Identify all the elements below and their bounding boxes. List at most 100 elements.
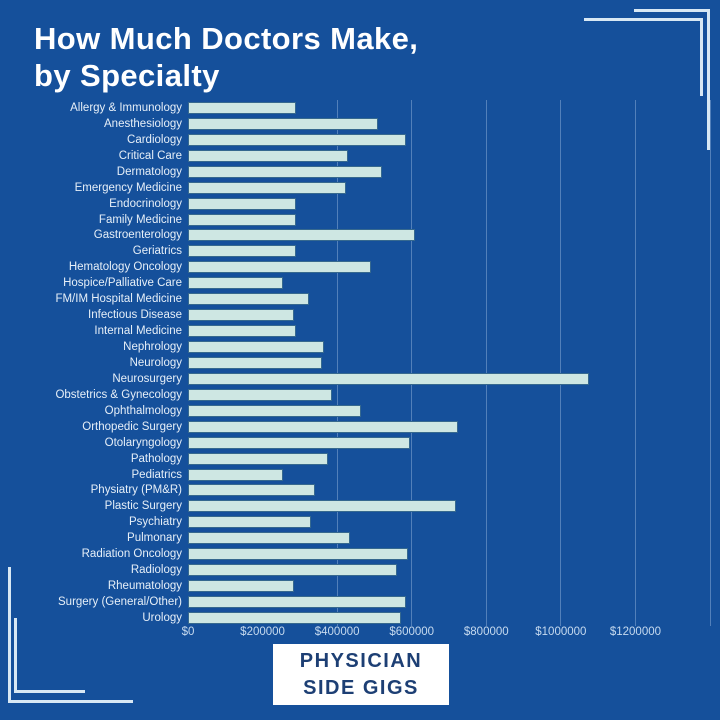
bar: [188, 325, 297, 338]
x-tick-label: $600000: [389, 626, 435, 638]
bar-row: Internal Medicine: [0, 323, 720, 339]
bar: [188, 341, 325, 354]
category-label: Pediatrics: [131, 468, 183, 481]
category-label: Endocrinology: [109, 197, 182, 210]
bar: [188, 261, 371, 274]
corner-line: [700, 18, 703, 96]
category-label: Neurology: [129, 356, 182, 369]
bar: [188, 372, 589, 385]
bar-row: Hematology Oncology: [0, 259, 720, 275]
bar-row: Neurology: [0, 355, 720, 371]
category-label: Cardiology: [127, 133, 182, 146]
bar: [188, 229, 416, 242]
bar-row: Radiation Oncology: [0, 546, 720, 562]
x-axis: $0 $200000 $400000 $600000 $800000 $1000000 $1…: [0, 626, 720, 642]
bar: [188, 580, 295, 593]
category-label: Radiation Oncology: [81, 548, 182, 561]
bar: [188, 468, 284, 481]
x-tick-label: $1200000: [609, 626, 662, 638]
x-tick-label: $1000000: [535, 626, 587, 638]
bar-row: Pediatrics: [0, 467, 720, 483]
bar: [188, 293, 310, 306]
bar-row: Geriatrics: [0, 243, 720, 259]
bar: [188, 500, 457, 513]
bar-row: Infectious Disease: [0, 307, 720, 323]
bar: [188, 213, 297, 226]
gridline: [709, 100, 711, 626]
bar: [188, 388, 332, 401]
gridline: [634, 100, 636, 626]
bar-row: Allergy & Immunology: [0, 100, 720, 116]
category-label: Pathology: [130, 452, 182, 465]
bar: [188, 133, 407, 146]
bar: [188, 532, 351, 545]
bar: [188, 356, 323, 369]
bar-row: Pulmonary: [0, 530, 720, 546]
bar: [188, 149, 349, 162]
x-tick-label: $800000: [463, 626, 509, 638]
bar: [188, 564, 397, 577]
bar-row: Critical Care: [0, 148, 720, 164]
bar: [188, 165, 382, 178]
corner-line: [8, 700, 133, 703]
category-label: Surgery (General/Other): [58, 596, 182, 609]
bar-row: Physiatry (PM&R): [0, 483, 720, 499]
category-label: Allergy & Immunology: [70, 101, 182, 114]
bar-row: Emergency Medicine: [0, 180, 720, 196]
bar-row: Cardiology: [0, 132, 720, 148]
category-label: Orthopedic Surgery: [82, 420, 182, 433]
bar-row: Radiology: [0, 562, 720, 578]
gridline: [336, 100, 338, 626]
corner-line: [634, 9, 710, 12]
page-title-line2: by Specialty: [34, 58, 220, 93]
bar: [188, 245, 297, 258]
bar: [188, 548, 408, 561]
gridline: [411, 100, 413, 626]
bar-row: Ophthalmology: [0, 403, 720, 419]
bar: [188, 484, 315, 497]
category-label: Critical Care: [118, 149, 182, 162]
page-title-line1: How Much Doctors Make,: [34, 21, 419, 56]
bar-row: Obstetrics & Gynecology: [0, 387, 720, 403]
bar: [188, 452, 328, 465]
category-label: Plastic Surgery: [104, 500, 182, 513]
bar-row: Family Medicine: [0, 212, 720, 228]
bar: [188, 197, 297, 210]
category-label: Otolaryngology: [104, 436, 182, 449]
bar-rows: Allergy & Immunology Anesthesiology Cardio…: [0, 100, 720, 626]
category-label: Geriatrics: [132, 245, 182, 258]
category-label: Anesthesiology: [104, 117, 182, 130]
bar-row: Dermatology: [0, 164, 720, 180]
corner-line: [14, 690, 85, 693]
bar-row: Surgery (General/Other): [0, 594, 720, 610]
category-label: Physiatry (PM&R): [90, 484, 182, 497]
bar-row: Neurosurgery: [0, 371, 720, 387]
category-label: Dermatology: [116, 165, 182, 178]
bar: [188, 420, 459, 433]
bar: [188, 596, 407, 609]
bar: [188, 436, 410, 449]
bar-row: Urology: [0, 610, 720, 626]
brand-badge-line2: SIDE GIGS: [303, 677, 419, 699]
gridline: [560, 100, 562, 626]
category-label: Infectious Disease: [88, 309, 182, 322]
bar-row: Nephrology: [0, 339, 720, 355]
category-label: Hematology Oncology: [68, 261, 182, 274]
bar-row: Rheumatology: [0, 578, 720, 594]
category-label: Emergency Medicine: [74, 181, 182, 194]
x-tick-label: $0: [181, 626, 195, 638]
bar: [188, 181, 347, 194]
gridline: [485, 100, 487, 626]
bar-row: Hospice/Palliative Care: [0, 275, 720, 291]
bar-row: Plastic Surgery: [0, 498, 720, 514]
x-tick-label: $200000: [240, 626, 285, 638]
bar-row: Endocrinology: [0, 196, 720, 212]
bar: [188, 309, 295, 322]
bar-row: Gastroenterology: [0, 228, 720, 244]
category-label: Radiology: [130, 564, 182, 577]
category-label: Family Medicine: [98, 213, 182, 226]
category-label: Urology: [142, 611, 182, 624]
bar: [188, 516, 312, 529]
bar: [188, 101, 297, 114]
